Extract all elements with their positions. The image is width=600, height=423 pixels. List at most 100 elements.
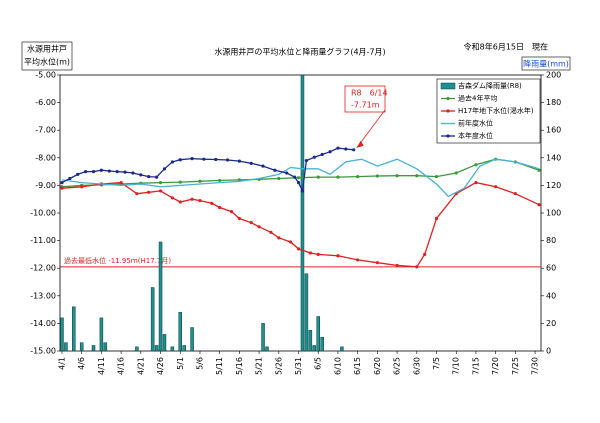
point [375,174,379,178]
y-tick-label: -6.00 [35,98,56,107]
rain-bar [182,345,186,352]
legend-swatch [440,82,456,90]
x-tick-label: 6/10 [333,357,342,375]
point [91,170,96,174]
point [277,236,281,240]
point [537,203,541,207]
legend-label: H17年地下水位(渇水年) [458,106,534,115]
y-tick-label: -11.00 [30,236,56,245]
point [344,147,348,151]
point [123,170,127,174]
point [218,205,222,210]
point [308,251,312,255]
point [474,181,478,185]
rain-bar [316,316,320,352]
point [328,150,332,154]
point [210,201,214,205]
point [68,176,72,181]
point [178,200,182,204]
rain-bar [158,241,163,352]
point [190,157,194,161]
annotation-arrow [356,109,386,149]
point [147,190,151,194]
point [292,175,297,179]
legend-marker [446,134,450,138]
point [178,158,182,162]
x-tick-label: 7/10 [452,357,461,375]
rain-bar [304,273,309,352]
annotation-text: R8 6/14 [351,89,388,98]
y2-title-box [521,56,571,71]
rain-bar [135,346,139,352]
point [415,174,419,178]
x-tick-label: 6/20 [373,357,382,375]
axis-title-box [21,41,73,71]
point [178,180,182,184]
rain-bar [72,306,76,352]
x-tick-label: 7/20 [491,357,500,375]
rain-bar [64,342,68,352]
point [352,148,356,152]
x-tick-label: 4/26 [156,357,165,375]
point [513,192,517,196]
point [304,158,309,163]
rain-bar [320,336,324,352]
y2-tick-label: 40 [546,291,556,300]
point [229,210,234,214]
point [158,181,163,185]
rain-bar [300,74,305,352]
point [296,247,301,251]
point [237,159,241,163]
point [202,157,206,161]
point [537,168,541,172]
point [356,258,360,262]
x-tick-label: 7/5 [432,357,441,370]
point [474,163,478,167]
y-tick-label: -5.00 [35,71,56,80]
y-tick-label: -14.00 [30,319,56,328]
y-axis-title: 水源用井戸 [27,44,67,54]
x-tick-label: 6/15 [353,357,362,375]
point [131,171,135,175]
y2-tick-label: 160 [546,126,561,135]
legend-label: 吉森ダム降雨量(R8) [458,81,522,90]
point [76,172,80,176]
point [269,230,273,234]
point [316,252,320,256]
point [289,240,293,244]
point [249,221,253,225]
point [312,155,316,159]
series-line [61,181,540,268]
point [170,196,174,200]
x-tick-label: 7/30 [531,357,540,375]
y2-axis-title: 降雨量(mm) [523,59,569,69]
point [356,174,360,179]
point [139,173,143,177]
x-tick-label: 6/5 [314,357,323,370]
point [423,252,427,256]
rain-bar [91,345,96,352]
x-tick-label: 4/6 [77,357,86,370]
annotation-text: -7.71m [351,101,380,110]
point [237,216,241,221]
point [60,181,64,185]
point [494,185,498,189]
y-axis-title: 平均水位(m) [24,57,70,67]
rain-bar [103,342,108,352]
y-tick-label: -13.00 [30,291,56,300]
x-tick-label: 5/11 [215,357,224,375]
y-tick-label: -12.00 [30,264,56,273]
point [158,189,163,193]
x-tick-label: 4/21 [136,357,145,375]
y-tick-label: -9.00 [35,181,56,190]
point [375,261,379,265]
point [225,158,230,162]
legend-label: 本年度水位 [458,131,493,140]
point [285,171,289,175]
y2-tick-label: 100 [546,209,561,218]
y2-tick-label: 80 [546,236,556,245]
point [273,168,277,172]
point [190,197,194,201]
rain-bar [150,287,155,352]
